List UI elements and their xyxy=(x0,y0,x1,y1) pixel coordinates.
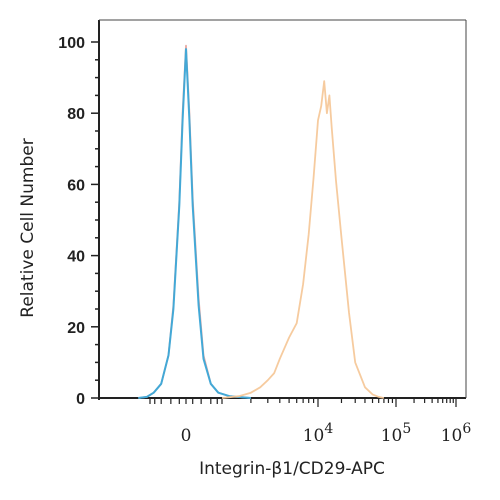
x-tick-exponent: 4 xyxy=(324,421,333,437)
y-axis-title: Relative Cell Number xyxy=(18,138,38,317)
y-axis-ticks: 0 20 40 60 80 100 xyxy=(58,35,85,408)
y-tick-label: 60 xyxy=(67,177,85,194)
y-tick-label: 20 xyxy=(67,320,85,337)
x-axis-title: Integrin-β1/CD29-APC xyxy=(199,459,385,479)
y-tick-label: 40 xyxy=(67,249,85,266)
x-tick-label: 104 xyxy=(303,421,334,446)
histogram-series-3 xyxy=(221,80,385,399)
y-tick-label: 80 xyxy=(67,106,85,123)
x-tick-label: 106 xyxy=(441,421,472,446)
histogram-series-2 xyxy=(138,48,251,399)
x-tick-label: 105 xyxy=(381,421,412,446)
plot-frame xyxy=(91,19,467,407)
y-tick-label: 100 xyxy=(58,35,85,52)
series-layer xyxy=(138,44,385,399)
x-tick-exponent: 6 xyxy=(462,421,471,437)
x-axis-ticks: 0 104 105 106 xyxy=(181,421,472,446)
x-tick-exponent: 5 xyxy=(402,421,411,437)
x-tick-label: 0 xyxy=(181,426,192,446)
y-tick-label: 0 xyxy=(76,391,85,408)
